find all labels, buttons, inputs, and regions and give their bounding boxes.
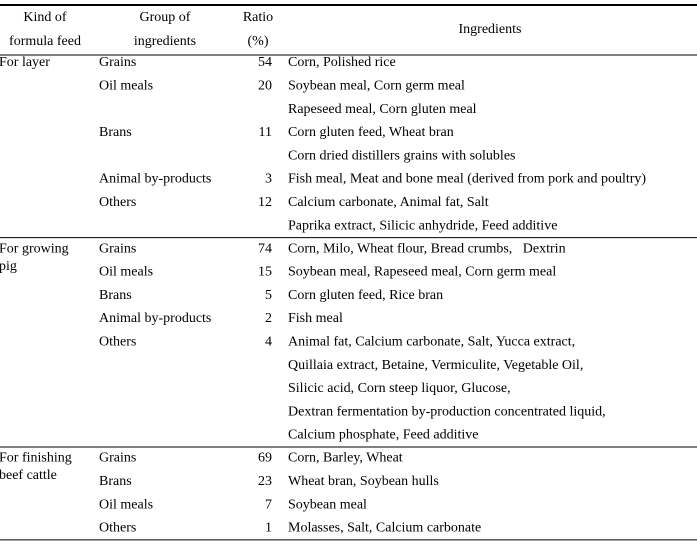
ingredient-cell: Corn, Milo, Wheat flour, Bread crumbs, D… <box>288 241 566 256</box>
kind-cell: For layer <box>0 55 50 70</box>
ratio-cell: 15 <box>258 265 272 280</box>
kind-cell: pig <box>0 259 17 274</box>
ingredient-cell: Corn gluten feed, Rice bran <box>288 288 443 303</box>
ingredient-cell: Fish meal <box>288 311 343 326</box>
group-cell: Others <box>99 521 136 536</box>
group-cell: Animal by-products <box>99 311 211 326</box>
ingredient-cell: Silicic acid, Corn steep liquor, Glucose… <box>288 381 511 396</box>
ingredient-cell: Dextran fermentation by-production conce… <box>288 404 606 419</box>
ingredient-cell: Corn, Polished rice <box>288 55 396 70</box>
ratio-cell: 4 <box>265 335 272 350</box>
group-cell: Brans <box>99 125 132 140</box>
ratio-cell: 23 <box>258 474 272 489</box>
ingredient-cell: Fish meal, Meat and bone meal (derived f… <box>288 172 646 187</box>
group-cell: Animal by-products <box>99 172 211 187</box>
group-cell: Brans <box>99 474 132 489</box>
ratio-cell: 74 <box>258 241 272 256</box>
ingredient-cell: Wheat bran, Soybean hulls <box>288 474 439 489</box>
header-cell: formula feed <box>9 34 81 49</box>
header-cell: Ingredients <box>459 22 522 37</box>
group-cell: Oil meals <box>99 79 153 94</box>
ingredient-cell: Corn, Barley, Wheat <box>288 451 403 466</box>
header-cell: ingredients <box>134 34 196 49</box>
ingredient-cell: Soybean meal, Rapeseed meal, Corn germ m… <box>288 265 556 280</box>
group-cell: Oil meals <box>99 497 153 512</box>
ingredient-cell: Calcium phosphate, Feed additive <box>288 428 479 443</box>
group-cell: Others <box>99 195 136 210</box>
header-cell: Group of <box>140 10 191 25</box>
ingredient-cell: Animal fat, Calcium carbonate, Salt, Yuc… <box>288 335 575 350</box>
header-cell: Kind of <box>23 10 67 25</box>
ratio-cell: 54 <box>258 55 272 70</box>
ratio-cell: 20 <box>258 79 272 94</box>
group-cell: Brans <box>99 288 132 303</box>
kind-cell: For finishing <box>0 451 72 466</box>
ingredient-cell: Molasses, Salt, Calcium carbonate <box>288 521 481 536</box>
ingredient-cell: Soybean meal, Corn germ meal <box>288 79 465 94</box>
ratio-cell: 1 <box>265 521 272 536</box>
ingredient-cell: Quillaia extract, Betaine, Vermiculite, … <box>288 358 583 373</box>
ingredient-cell: Rapeseed meal, Corn gluten meal <box>288 102 477 117</box>
ratio-cell: 5 <box>265 288 272 303</box>
group-cell: Oil meals <box>99 265 153 280</box>
kind-cell: For growing <box>0 241 69 256</box>
ratio-cell: 2 <box>265 311 272 326</box>
ratio-cell: 12 <box>258 195 272 210</box>
ingredient-cell: Corn dried distillers grains with solubl… <box>288 148 515 163</box>
group-cell: Grains <box>99 55 136 70</box>
group-cell: Grains <box>99 451 136 466</box>
ingredient-cell: Paprika extract, Silicic anhydride, Feed… <box>288 218 557 233</box>
ratio-cell: 69 <box>258 451 272 466</box>
group-cell: Grains <box>99 241 136 256</box>
ratio-cell: 3 <box>265 172 272 187</box>
group-cell: Others <box>99 335 136 350</box>
ratio-cell: 7 <box>265 497 272 512</box>
header-cell: (%) <box>248 34 269 49</box>
ingredient-cell: Calcium carbonate, Animal fat, Salt <box>288 195 489 210</box>
kind-cell: beef cattle <box>0 468 57 483</box>
ratio-cell: 11 <box>259 125 272 140</box>
ingredient-cell: Soybean meal <box>288 497 367 512</box>
header-cell: Ratio <box>243 10 273 25</box>
ingredient-cell: Corn gluten feed, Wheat bran <box>288 125 454 140</box>
